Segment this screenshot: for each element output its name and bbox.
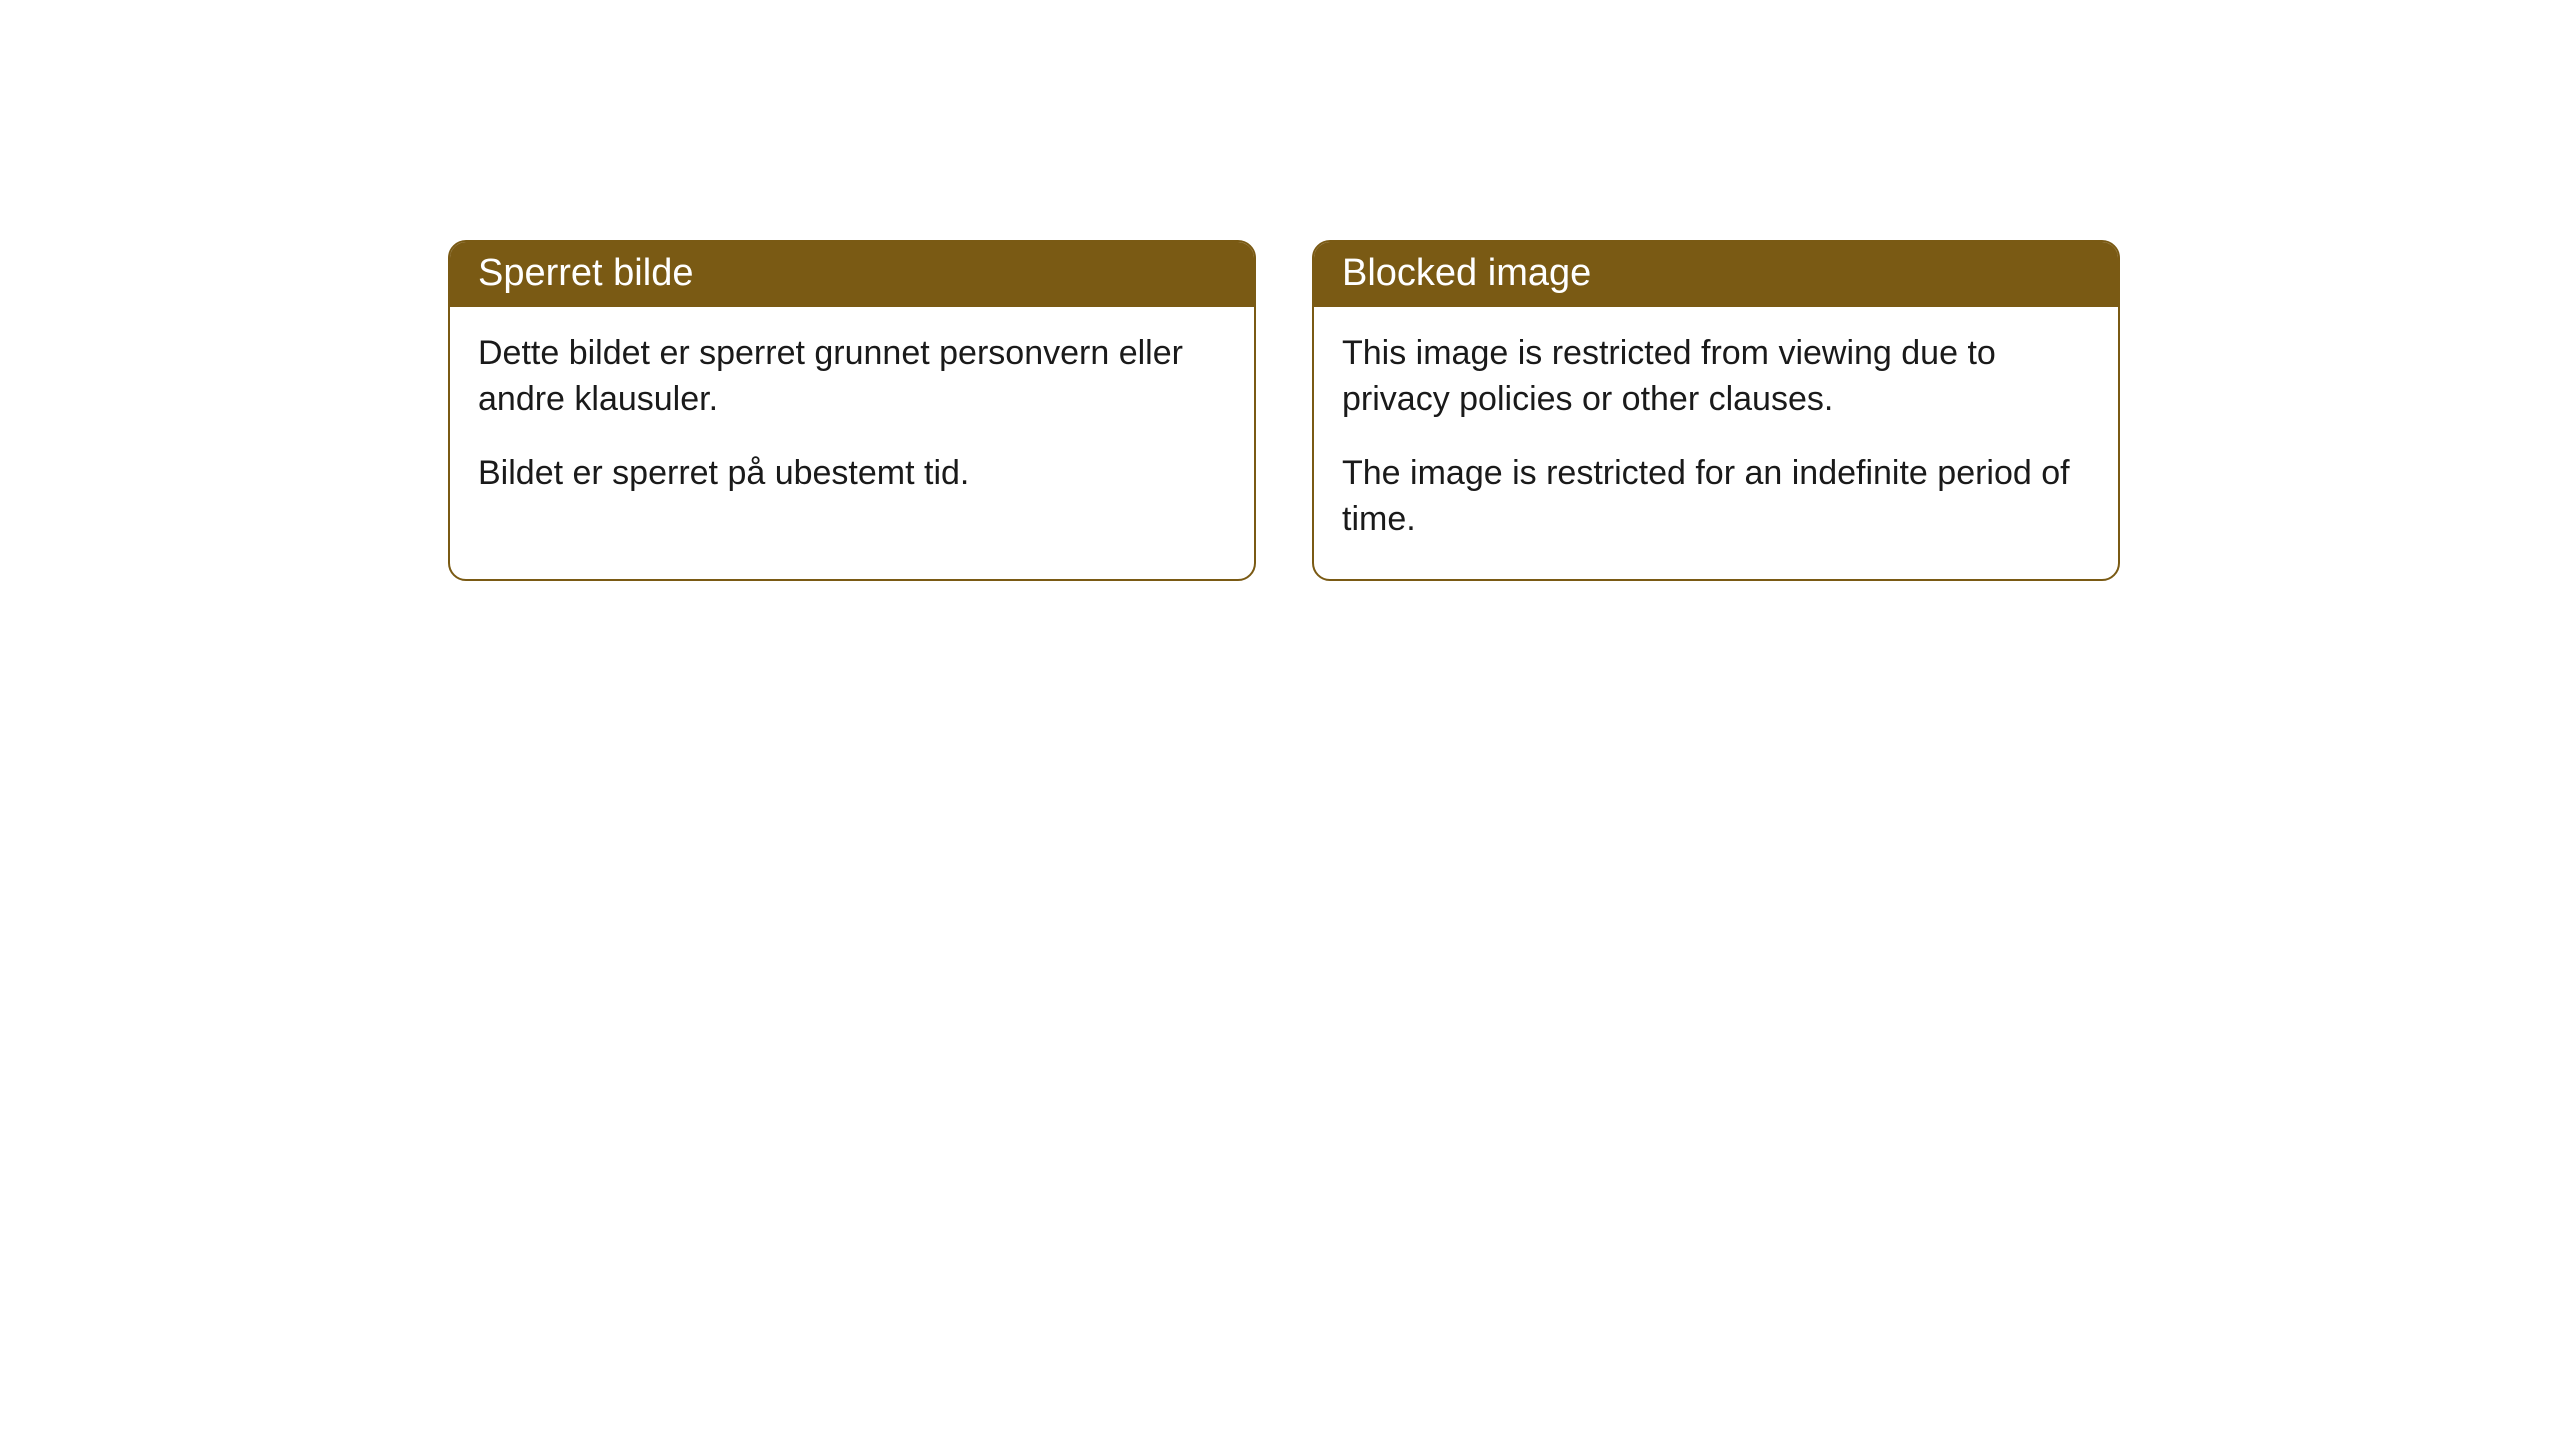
card-body-en: This image is restricted from viewing du…	[1314, 307, 2118, 579]
card-title-en: Blocked image	[1314, 242, 2118, 307]
card-paragraph-1-no: Dette bildet er sperret grunnet personve…	[478, 331, 1226, 423]
card-body-no: Dette bildet er sperret grunnet personve…	[450, 307, 1254, 533]
card-paragraph-1-en: This image is restricted from viewing du…	[1342, 331, 2090, 423]
blocked-image-card-en: Blocked image This image is restricted f…	[1312, 240, 2120, 581]
card-paragraph-2-en: The image is restricted for an indefinit…	[1342, 451, 2090, 543]
blocked-image-card-no: Sperret bilde Dette bildet er sperret gr…	[448, 240, 1256, 581]
card-title-no: Sperret bilde	[450, 242, 1254, 307]
notice-container: Sperret bilde Dette bildet er sperret gr…	[448, 240, 2120, 581]
card-paragraph-2-no: Bildet er sperret på ubestemt tid.	[478, 451, 1226, 497]
